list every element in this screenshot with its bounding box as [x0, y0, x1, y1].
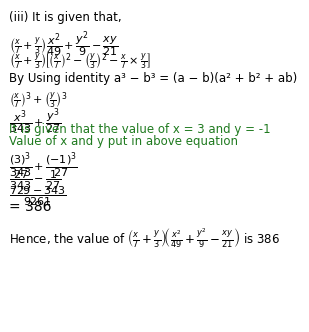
Text: $\left(\frac{x}{7}+\frac{y}{3}\right)\!\left[\left(\frac{x}{7}\right)^{2}-\left(: $\left(\frac{x}{7}+\frac{y}{3}\right)\!\…	[9, 51, 151, 71]
Text: (iii) It is given that,: (iii) It is given that,	[9, 11, 122, 24]
Text: = 386: = 386	[9, 200, 52, 214]
Text: $\left(\frac{x}{7}+\frac{y}{3}\right)\dfrac{x^2}{49}+\dfrac{y^2}{9}-\dfrac{xy}{2: $\left(\frac{x}{7}+\frac{y}{3}\right)\df…	[9, 30, 119, 60]
Text: It is given that the value of x = 3 and y = -1: It is given that the value of x = 3 and …	[9, 123, 271, 136]
Text: $\dfrac{27}{343}-\dfrac{1}{27}$: $\dfrac{27}{343}-\dfrac{1}{27}$	[9, 168, 62, 192]
Text: Value of x and y put in above equation: Value of x and y put in above equation	[9, 135, 238, 148]
Text: $\dfrac{x^3}{343}+\dfrac{y^3}{27}$: $\dfrac{x^3}{343}+\dfrac{y^3}{27}$	[9, 107, 62, 137]
Text: $\dfrac{(3)^3}{343}+\dfrac{(-1)^3}{27}$: $\dfrac{(3)^3}{343}+\dfrac{(-1)^3}{27}$	[9, 151, 78, 181]
Text: $\left(\frac{x}{7}\right)^{3}+\left(\frac{y}{3}\right)^{3}$: $\left(\frac{x}{7}\right)^{3}+\left(\fra…	[9, 90, 68, 110]
Text: By Using identity a³ − b³ = (a − b)(a² + b² + ab): By Using identity a³ − b³ = (a − b)(a² +…	[9, 72, 298, 85]
Text: $\dfrac{729-343}{9261}$: $\dfrac{729-343}{9261}$	[9, 184, 67, 208]
Text: Hence, the value of $\left(\frac{x}{7}+\frac{y}{3}\right)\!\left(\frac{x^2}{49}+: Hence, the value of $\left(\frac{x}{7}+\…	[9, 226, 281, 250]
